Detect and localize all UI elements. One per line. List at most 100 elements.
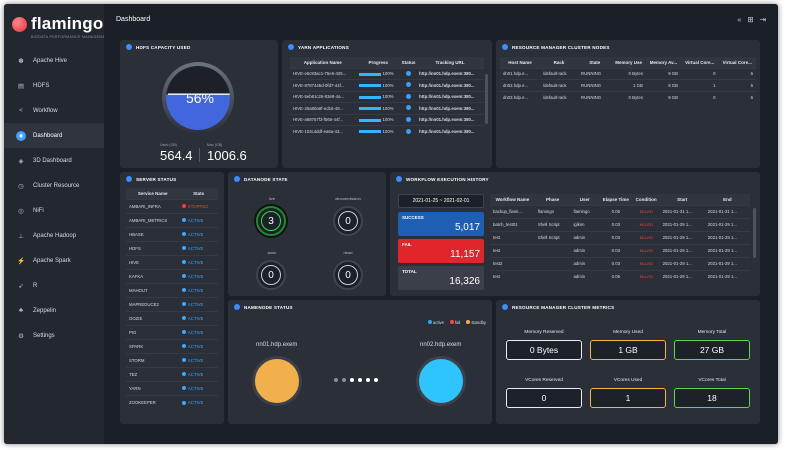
table-row[interactable]: dn03.hdp.e.../default-rack RUNNING 0 Bytes… bbox=[500, 90, 756, 103]
table-row[interactable]: MAHOUT ACTIVE bbox=[126, 282, 218, 297]
table-row[interactable]: PIG ACTIVE bbox=[126, 324, 218, 339]
sidebar-item-nifi[interactable]: ◎ NiFi bbox=[4, 198, 104, 223]
column-header[interactable]: End bbox=[704, 194, 750, 205]
sidebar-item-cluster-resource[interactable]: ◷ Cluster Resource bbox=[4, 173, 104, 198]
table-row[interactable]: OOZIE ACTIVE bbox=[126, 310, 218, 325]
column-header[interactable]: Virtual Core... bbox=[680, 57, 719, 68]
success-card[interactable]: SUCCESS 5,017 bbox=[398, 212, 484, 236]
tracking-url[interactable]: http://nn01.hdp.exem:380... bbox=[416, 113, 484, 126]
table-row[interactable]: dn01.hdp.e.../default-rack RUNNING 0 Bytes… bbox=[500, 67, 756, 80]
check-icon bbox=[405, 116, 411, 122]
metric-label: VCores Used bbox=[613, 378, 643, 383]
table-row[interactable]: SPARK ACTIVE bbox=[126, 338, 218, 353]
column-header[interactable]: Memory Use bbox=[611, 57, 646, 68]
tracking-url[interactable]: http://nn01.hdp.exem:380... bbox=[416, 79, 484, 91]
table-row[interactable]: STORM ACTIVE bbox=[126, 352, 218, 367]
table-row[interactable]: HIVE-a68757f3-f566-44f... 100% http://nn01… bbox=[290, 113, 484, 126]
column-header[interactable]: Stats bbox=[179, 188, 218, 199]
column-header[interactable]: Phase bbox=[534, 194, 571, 205]
tracking-url[interactable]: http://nn01.hdp.exem:380... bbox=[416, 67, 484, 80]
table-row[interactable]: test Shell Script admin 0.03 KILLED 2021-01-2… bbox=[490, 230, 750, 244]
column-header[interactable]: Memory Av... bbox=[645, 57, 681, 68]
fail-card[interactable]: FAIL 11,157 bbox=[398, 239, 484, 263]
column-header[interactable]: Progress bbox=[355, 57, 401, 68]
column-header[interactable]: Condition bbox=[632, 194, 660, 205]
table-row[interactable]: TEZ ACTIVE bbox=[126, 366, 218, 381]
namenode-1-standby[interactable] bbox=[252, 356, 302, 406]
table-row[interactable]: MAPREDUCE2 ACTIVE bbox=[126, 296, 218, 311]
grid-icon[interactable]: ⊞ bbox=[747, 15, 754, 24]
table-row[interactable]: YARN ACTIVE bbox=[126, 380, 218, 395]
total-card[interactable]: TOTAL 16,326 bbox=[398, 266, 484, 290]
table-cell: KILLED bbox=[632, 204, 660, 218]
sidebar-item-apache-hive[interactable]: ✽ Apache Hive bbox=[4, 48, 104, 73]
sidebar-item-r[interactable]: ➶ R bbox=[4, 273, 104, 298]
sidebar-item-3d-dashboard[interactable]: ◈ 3D Dashboard bbox=[4, 148, 104, 173]
table-cell: 2021-01-31 1... bbox=[659, 204, 705, 218]
sidebar: flamingo BIGDATA PERFORMANCE MANAGEMENT … bbox=[4, 4, 110, 444]
status-badge: ACTIVE bbox=[179, 226, 218, 241]
logout-icon[interactable]: ⇥ bbox=[759, 15, 766, 24]
table-row[interactable]: ZOOKEEPER ACTIVE bbox=[126, 394, 218, 409]
table-row[interactable]: HIVE-25a80a9f-ed16-48... 100% http://nn01.… bbox=[290, 102, 484, 114]
panel-title: RESOURCE MANAGER CLUSTER METRICS bbox=[512, 304, 615, 310]
date-range-picker[interactable]: 2021-01-25 ~ 2021-02-01 bbox=[398, 194, 484, 208]
namenode-2-active[interactable] bbox=[416, 356, 466, 406]
table-row[interactable]: HIVE ACTIVE bbox=[126, 254, 218, 269]
collapse-icon[interactable]: « bbox=[737, 15, 742, 24]
table-row[interactable]: test2 admin 0.03 KILLED 2021-01-29 1... 2021-… bbox=[490, 256, 750, 270]
tracking-url[interactable]: http://nn01.hdp.exem:380... bbox=[416, 125, 484, 137]
table-row[interactable]: AMBARI_INFRA STOPPED bbox=[126, 198, 218, 213]
sidebar-item-workflow[interactable]: < Workflow bbox=[4, 98, 104, 123]
table-row[interactable]: HIVE-103c4ddf-ea6a-43... 100% http://nn01.… bbox=[290, 125, 484, 137]
column-header[interactable]: Tracking URL bbox=[416, 57, 484, 68]
table-row[interactable]: HIVE-e5c93ac1-75e6-425... 100% http://nn01… bbox=[290, 67, 484, 80]
sidebar-item-apache-spark[interactable]: ⚡ Apache Spark bbox=[4, 248, 104, 273]
table-cell bbox=[534, 243, 571, 257]
table-row[interactable]: HDFS ACTIVE bbox=[126, 240, 218, 255]
column-header[interactable]: Service Name bbox=[126, 188, 180, 199]
node-pager[interactable] bbox=[334, 378, 378, 382]
check-icon bbox=[405, 128, 411, 134]
table-row[interactable]: KAFKA ACTIVE bbox=[126, 268, 218, 283]
table-row[interactable]: test admin 0.06 KILLED 2021-01-29 1... 2021-0… bbox=[490, 269, 750, 283]
used-value: 564.4 bbox=[160, 148, 193, 163]
column-header[interactable]: Start bbox=[659, 194, 705, 205]
column-header[interactable]: Workflow Name bbox=[490, 194, 535, 205]
table-row[interactable]: HIVE-5eb61c26-93e8-4a... 100% http://nn01.… bbox=[290, 90, 484, 103]
table-cell: 0.03 bbox=[599, 256, 633, 270]
sidebar-item-apache-hadoop[interactable]: ⊥ Apache Hadoop bbox=[4, 223, 104, 248]
column-header[interactable]: Virtual Core... bbox=[718, 57, 756, 68]
brand-logo[interactable]: flamingo BIGDATA PERFORMANCE MANAGEMENT bbox=[12, 14, 110, 44]
table-cell: 9 GB bbox=[645, 90, 681, 103]
metric-value: 27 GB bbox=[674, 340, 750, 360]
table-cell: 2021-01-29 1... bbox=[659, 217, 705, 231]
column-header[interactable]: Elapse Time bbox=[599, 194, 633, 205]
column-header[interactable]: Status bbox=[400, 57, 417, 68]
table-row[interactable]: test admin 0.03 KILLED 2021-01-29 1... 2021-0… bbox=[490, 243, 750, 257]
column-header[interactable]: Application Name bbox=[290, 57, 356, 68]
table-row[interactable]: dn02.hdp.e.../default-rack RUNNING 1 GB 8 G… bbox=[500, 79, 756, 91]
decommission-label: decommission bbox=[335, 196, 361, 201]
column-header[interactable]: State bbox=[578, 57, 612, 68]
table-row[interactable]: HIVE-8787446d-0fd7-44f... 100% http://nn01… bbox=[290, 79, 484, 91]
scrollbar[interactable] bbox=[485, 74, 488, 124]
table-cell: RUNNING bbox=[578, 67, 612, 80]
sidebar-item-hdfs[interactable]: ▤ HDFS bbox=[4, 73, 104, 98]
table-row[interactable]: batch_test01 Shell Script iglkim 0.03 KILLED… bbox=[490, 217, 750, 231]
column-header[interactable]: Rack bbox=[539, 57, 579, 68]
table-row[interactable]: backup_flami... flamingo flamingo 0.06 KILLE… bbox=[490, 204, 750, 218]
sidebar-item-zeppelin[interactable]: ♣ Zeppelin bbox=[4, 298, 104, 323]
tracking-url[interactable]: http://nn01.hdp.exem:380... bbox=[416, 102, 484, 114]
column-header[interactable]: User bbox=[570, 194, 600, 205]
scrollbar[interactable] bbox=[753, 208, 756, 258]
column-header[interactable]: Host Name bbox=[500, 57, 540, 68]
spark-icon: ⚡ bbox=[16, 257, 26, 265]
metric-value: 1 GB bbox=[590, 340, 666, 360]
tracking-url[interactable]: http://nn01.hdp.exem:380... bbox=[416, 90, 484, 103]
table-row[interactable]: HBASE ACTIVE bbox=[126, 226, 218, 241]
table-row[interactable]: AMBARI_METRICS ACTIVE bbox=[126, 212, 218, 227]
sidebar-item-dashboard[interactable]: ◉ Dashboard bbox=[4, 123, 104, 148]
sidebar-item-settings[interactable]: ⚙ Settings bbox=[4, 323, 104, 348]
warn-count-value: 0 bbox=[261, 265, 281, 285]
